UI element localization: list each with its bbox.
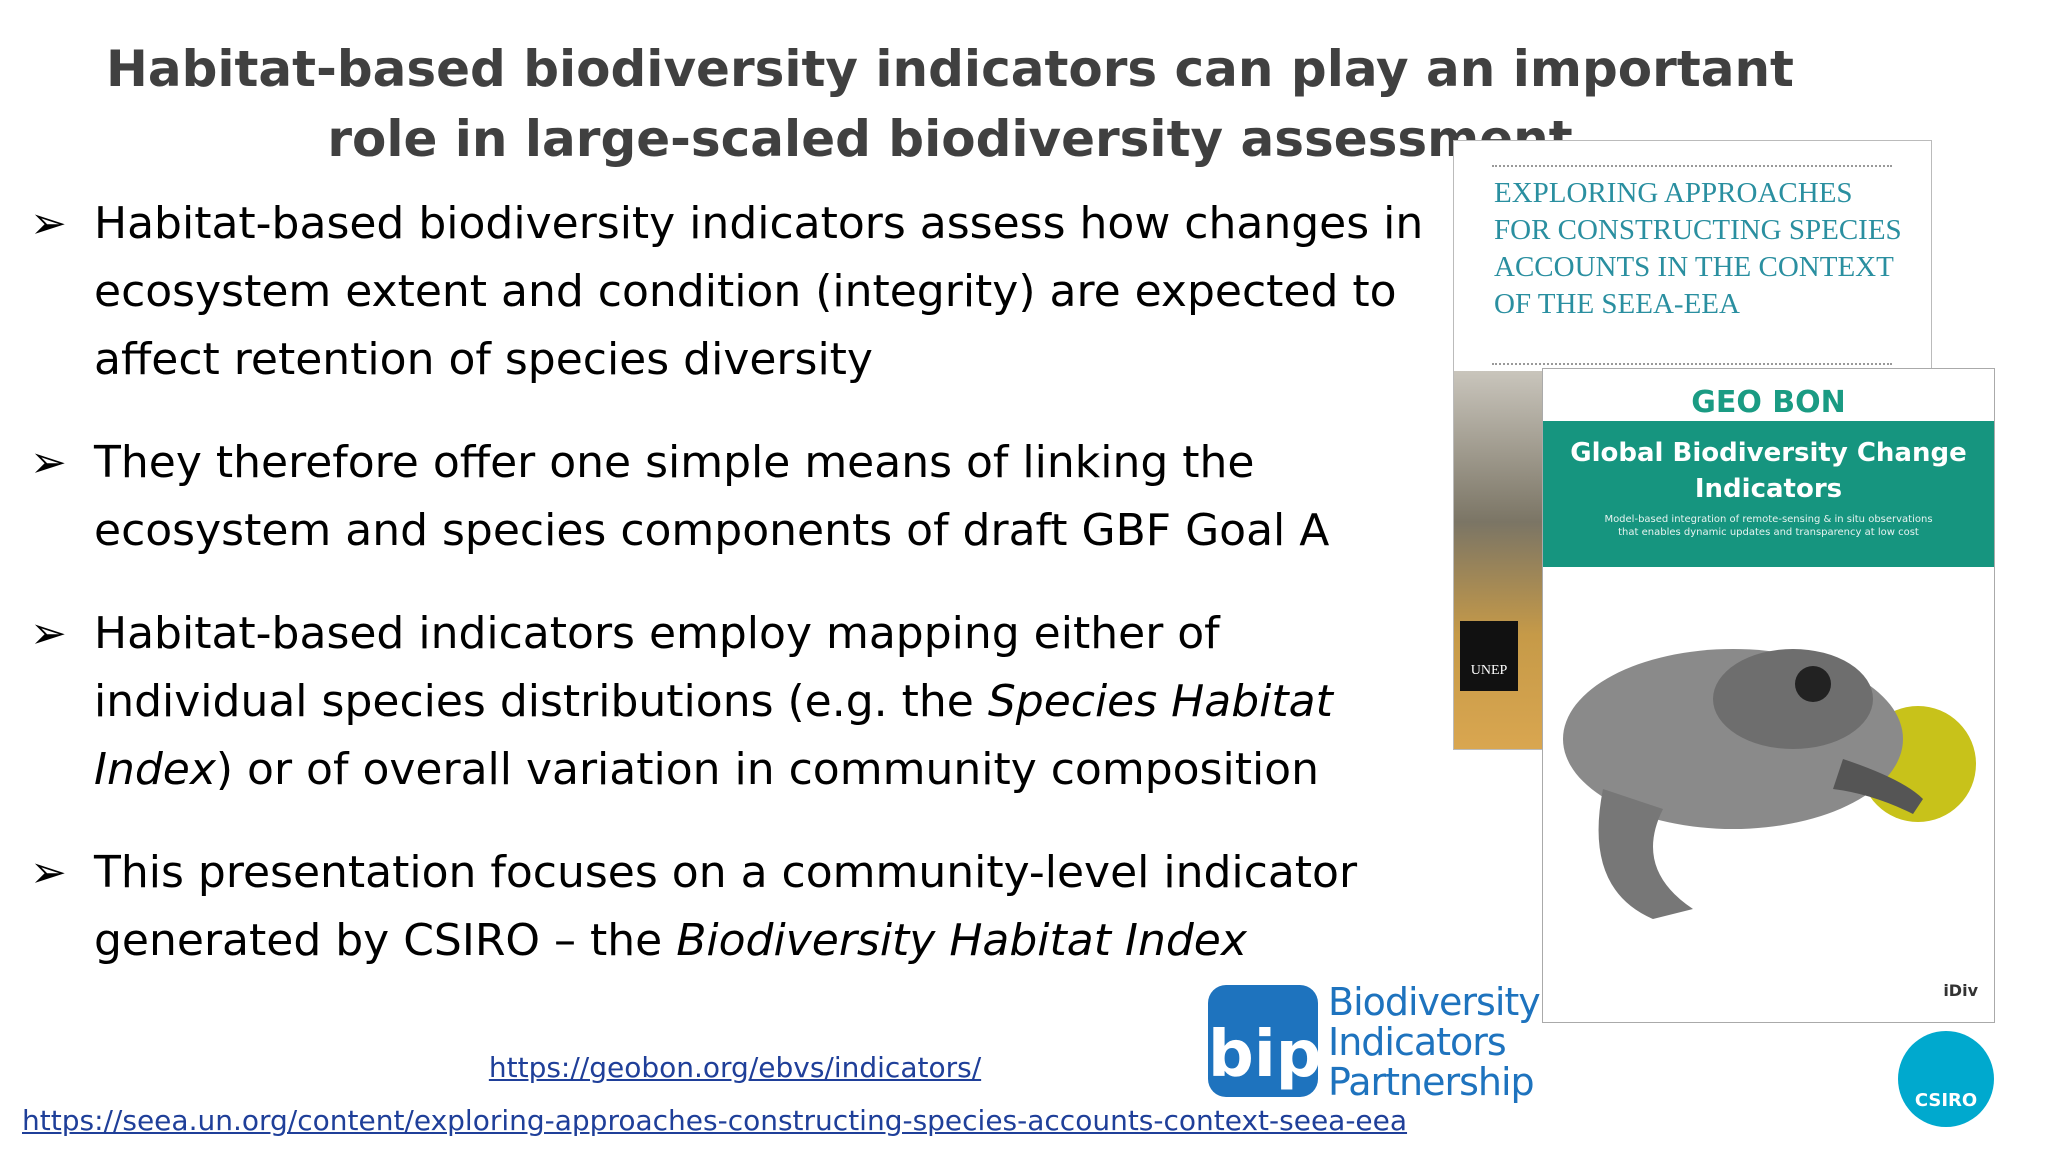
bullet-text: This presentation focuses on a community…	[94, 847, 1358, 966]
bullet: This presentation focuses on a community…	[30, 839, 1430, 975]
bullet: Habitat-based biodiversity indicators as…	[30, 190, 1430, 394]
bullet-text: Habitat-based indicators employ mapping …	[94, 608, 1220, 727]
bip-mark: bip	[1208, 985, 1322, 1097]
unep-logo: UNEP	[1460, 621, 1518, 691]
bullet: They therefore offer one simple means of…	[30, 429, 1430, 565]
slide-title: Habitat-based biodiversity indicators ca…	[106, 40, 1794, 168]
bullet-text: Species Habitat Index	[94, 676, 1333, 795]
frog-illustration	[1563, 649, 1976, 919]
geobon-cover: GEO BON Global Biodiversity Change Indic…	[1542, 368, 1995, 1023]
bullet-text: Habitat-based biodiversity indicators as…	[94, 198, 1424, 385]
cover-subtitle: Model-based integration of remote-sensin…	[1604, 514, 1933, 538]
cover-band	[1543, 421, 1994, 567]
partner-logo: iDiv	[1943, 981, 1978, 1000]
cover-brand: GEO BON	[1691, 385, 1846, 420]
cover-title: Global Biodiversity Change Indicators	[1570, 438, 1967, 504]
cover-title: EXPLORING APPROACHES FOR CONSTRUCTING SP…	[1494, 177, 1902, 320]
bullet-text: Biodiversity Habitat Index	[676, 915, 1247, 966]
bullet-list: Habitat-based biodiversity indicators as…	[30, 190, 1430, 1010]
bip-name: Biodiversity Indicators Partnership	[1328, 980, 1541, 1104]
bullet-text: They therefore offer one simple means of…	[94, 437, 1330, 556]
link[interactable]: https://seea.un.org/content/exploring-ap…	[22, 1104, 1408, 1137]
csiro-logo: CSIRO	[1898, 1031, 1994, 1127]
link[interactable]: https://geobon.org/ebvs/indicators/	[488, 1051, 982, 1084]
bullet-text: ) or of overall variation in community c…	[215, 744, 1319, 795]
bullet: Habitat-based indicators employ mapping …	[30, 600, 1430, 804]
